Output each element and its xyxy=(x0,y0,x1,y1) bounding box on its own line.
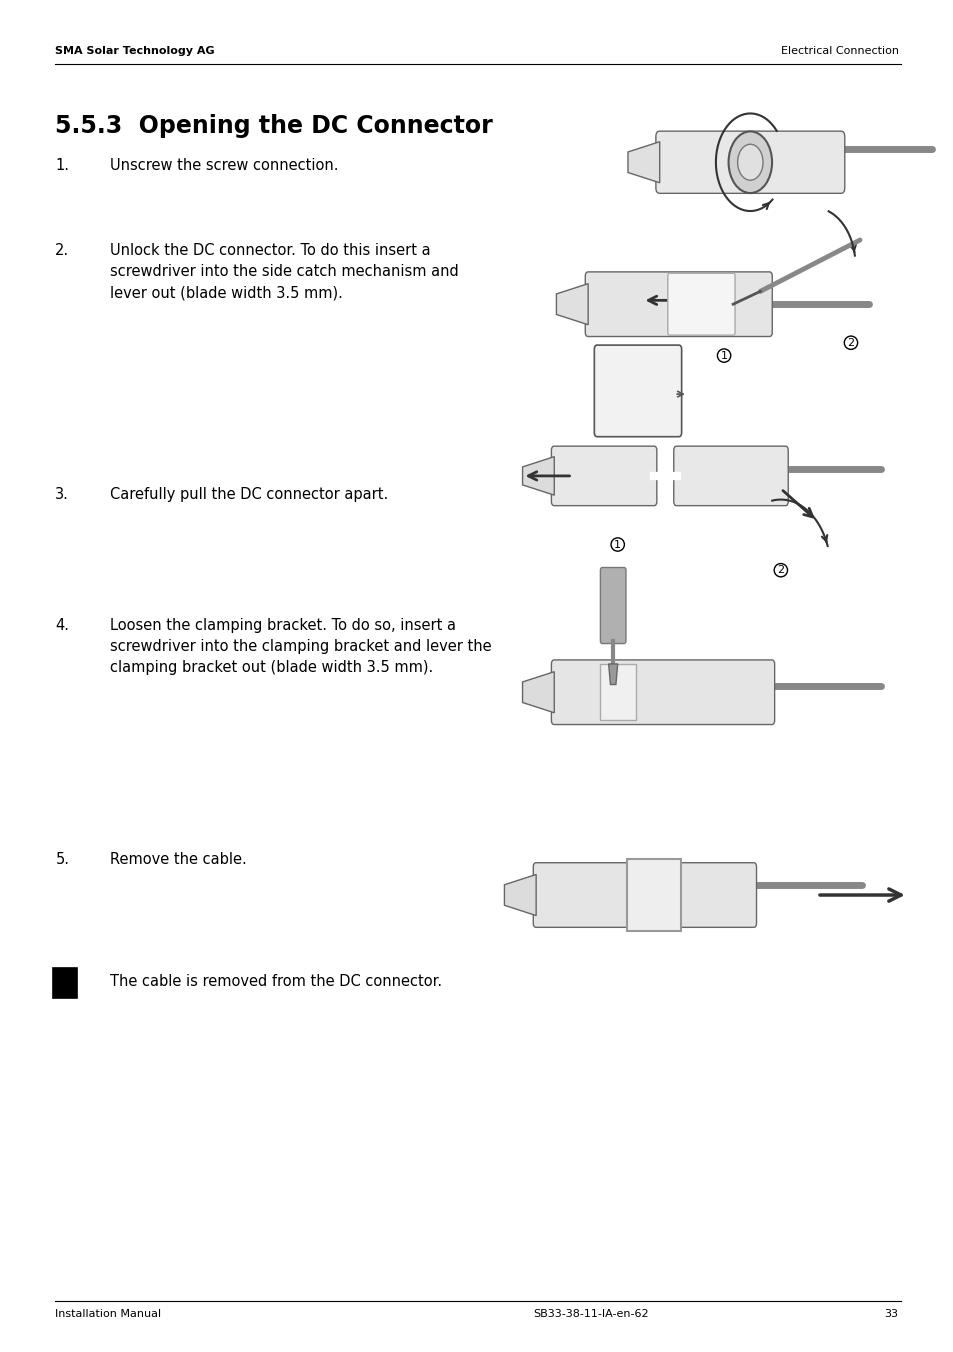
Text: The cable is removed from the DC connector.: The cable is removed from the DC connect… xyxy=(110,973,441,990)
Polygon shape xyxy=(504,875,536,915)
Text: Electrical Connection: Electrical Connection xyxy=(780,46,898,57)
FancyBboxPatch shape xyxy=(594,345,680,437)
Text: 2.: 2. xyxy=(55,243,70,258)
Text: 1.: 1. xyxy=(55,158,70,173)
Text: Loosen the clamping bracket. To do so, insert a
screwdriver into the clamping br: Loosen the clamping bracket. To do so, i… xyxy=(110,618,491,675)
Text: 3.: 3. xyxy=(55,487,70,502)
Text: Installation Manual: Installation Manual xyxy=(55,1309,161,1320)
FancyBboxPatch shape xyxy=(673,446,787,506)
Text: Carefully pull the DC connector apart.: Carefully pull the DC connector apart. xyxy=(110,487,388,502)
FancyBboxPatch shape xyxy=(599,568,625,644)
Text: 2: 2 xyxy=(846,338,854,347)
FancyBboxPatch shape xyxy=(585,272,772,337)
Text: Remove the cable.: Remove the cable. xyxy=(110,852,246,867)
FancyBboxPatch shape xyxy=(626,859,680,932)
Text: 33: 33 xyxy=(883,1309,898,1320)
Text: 5.: 5. xyxy=(55,852,70,867)
Text: ✓: ✓ xyxy=(60,976,71,990)
FancyBboxPatch shape xyxy=(667,273,734,335)
Polygon shape xyxy=(556,284,587,324)
Circle shape xyxy=(728,131,771,193)
Text: 1: 1 xyxy=(720,350,727,361)
Polygon shape xyxy=(608,664,618,684)
Polygon shape xyxy=(522,457,554,495)
FancyBboxPatch shape xyxy=(533,863,756,927)
FancyBboxPatch shape xyxy=(655,131,843,193)
Polygon shape xyxy=(522,672,554,713)
Text: Unlock the DC connector. To do this insert a
screwdriver into the side catch mec: Unlock the DC connector. To do this inse… xyxy=(110,243,458,300)
Text: SB33-38-11-IA-en-62: SB33-38-11-IA-en-62 xyxy=(533,1309,649,1320)
Text: Unscrew the screw connection.: Unscrew the screw connection. xyxy=(110,158,338,173)
Polygon shape xyxy=(627,142,659,183)
Circle shape xyxy=(737,145,762,180)
Text: 2: 2 xyxy=(777,565,783,575)
Text: 5.5.3  Opening the DC Connector: 5.5.3 Opening the DC Connector xyxy=(55,114,493,138)
FancyBboxPatch shape xyxy=(551,660,774,725)
Text: SMA Solar Technology AG: SMA Solar Technology AG xyxy=(55,46,214,57)
Text: 1: 1 xyxy=(614,539,620,549)
FancyBboxPatch shape xyxy=(53,968,77,998)
FancyBboxPatch shape xyxy=(598,664,635,721)
Text: 4.: 4. xyxy=(55,618,70,633)
FancyBboxPatch shape xyxy=(551,446,656,506)
